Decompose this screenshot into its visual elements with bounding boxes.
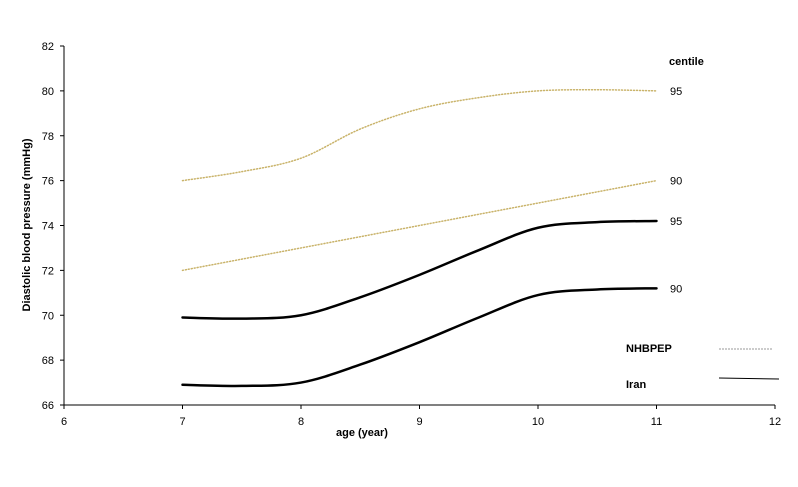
series <box>181 88 658 388</box>
legend-label-nhbpep: NHBPEP <box>626 343 672 355</box>
x-tick-label: 7 <box>179 416 185 428</box>
y-tick-label: 76 <box>42 176 54 188</box>
y-tick-label: 72 <box>42 265 54 277</box>
series-line-nhbpep-95 <box>181 88 658 182</box>
series-line-iran-95 <box>181 219 658 320</box>
y-tick-label: 68 <box>42 355 54 367</box>
series-centile-label-nhbpep-90: 90 <box>670 176 682 188</box>
legend-label-iran: Iran <box>626 379 646 391</box>
y-tick-label: 80 <box>42 86 54 98</box>
y-axis-title: Diastolic blood pressure (mmHg) <box>21 138 33 311</box>
x-tick-label: 11 <box>651 416 662 428</box>
series-line-nhbpep-90 <box>181 179 658 272</box>
y-tick-label: 70 <box>42 310 54 322</box>
series-centile-label-iran-95: 95 <box>670 216 682 228</box>
x-tick-label: 6 <box>61 416 67 428</box>
y-tick-label: 66 <box>42 400 54 412</box>
x-tick-label: 10 <box>532 416 544 428</box>
x-axis-title: age (year) <box>336 427 388 439</box>
y-tick-label: 78 <box>42 131 54 143</box>
series-centile-label-nhbpep-95: 95 <box>670 86 682 98</box>
series-labels: 95 90 95 90 <box>670 86 682 295</box>
y-tick-label: 82 <box>42 41 54 53</box>
legend-swatch-iran <box>718 377 780 380</box>
x-tick-label: 12 <box>769 416 781 428</box>
x-tick-label: 8 <box>298 416 304 428</box>
series-centile-label-iran-90: 90 <box>670 283 682 295</box>
legend: NHBPEP Iran <box>626 343 780 391</box>
series-line-iran-90 <box>181 287 658 388</box>
x-tick-label: 9 <box>416 416 422 428</box>
centile-heading: centile <box>669 56 704 68</box>
y-tick-label: 74 <box>42 221 54 233</box>
